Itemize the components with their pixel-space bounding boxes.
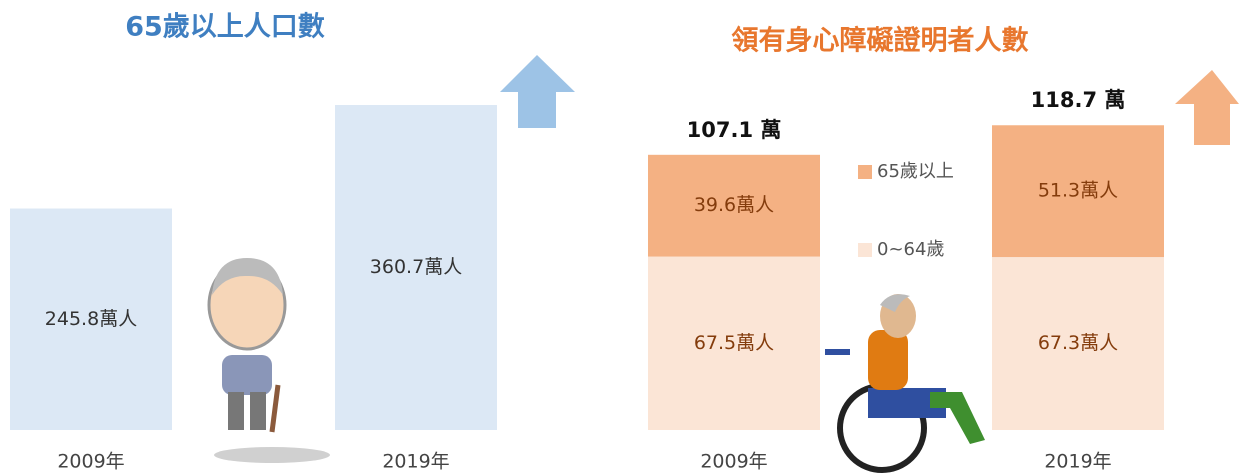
legend-label: 65歲以上 (877, 161, 954, 182)
total-label: 107.1 萬 (687, 118, 782, 142)
elderly-illustration (209, 258, 330, 463)
legend-swatch (858, 165, 872, 179)
x-tick-label: 2019年 (1044, 451, 1111, 473)
up-arrow (500, 55, 575, 128)
chart-title: 領有身心障礙證明者人數 (732, 25, 1029, 57)
x-tick-label: 2009年 (57, 451, 124, 473)
legend-swatch (858, 243, 872, 257)
total-label: 118.7 萬 (1031, 88, 1126, 112)
chart-title: 65歲以上人口數 (125, 12, 325, 43)
wheelchair-illustration (825, 294, 985, 470)
value-label: 67.3萬人 (1038, 332, 1118, 354)
value-label: 51.3萬人 (1038, 180, 1118, 202)
value-label: 360.7萬人 (370, 256, 462, 278)
up-arrow (1175, 70, 1239, 145)
value-label: 39.6萬人 (694, 194, 774, 216)
value-label: 245.8萬人 (45, 308, 137, 330)
value-label: 67.5萬人 (694, 332, 774, 354)
x-tick-label: 2009年 (700, 451, 767, 473)
x-tick-label: 2019年 (382, 451, 449, 473)
legend-label: 0~64歲 (877, 239, 944, 260)
infographic: 65歲以上人口數 領有身心障礙證明者人數 245.8萬人 2009年 360.7萬人… (0, 0, 1239, 474)
